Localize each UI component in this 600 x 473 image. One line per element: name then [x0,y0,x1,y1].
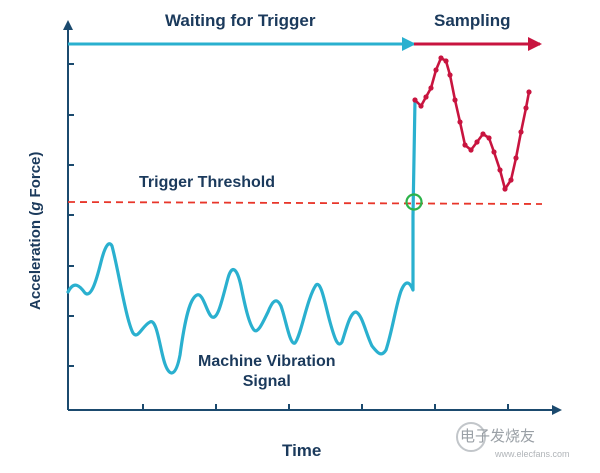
y-axis-label-italic: g [27,201,44,211]
watermark-logo-icon [456,422,486,452]
vibration-signal-curve [66,98,417,375]
watermark-url: www.elecfans.com [495,449,570,459]
sampling-label: Sampling [434,11,511,30]
y-axis-ticks [68,63,74,367]
machine-vibration-signal-label: Machine Vibration Signal [198,352,336,392]
x-axis-label: Time [282,441,322,460]
sampling-curve [414,56,531,191]
waiting-for-trigger-label: Waiting for Trigger [165,11,316,30]
y-axis-label-rest: Force) [27,151,44,202]
trigger-threshold-label: Trigger Threshold [139,174,276,191]
y-axis-label: Acceleration (g Force) [27,152,44,310]
watermark-text: 电子发烧友 [460,428,536,445]
trigger-point-marker [405,193,423,211]
x-axis-ticks [142,404,509,410]
y-axis-label-main: Acceleration ( [27,210,44,310]
signal-label-line2: Signal [242,373,291,390]
signal-label-line1: Machine Vibration [198,353,336,370]
sample-points [412,55,532,192]
trigger-threshold-line [67,201,543,205]
